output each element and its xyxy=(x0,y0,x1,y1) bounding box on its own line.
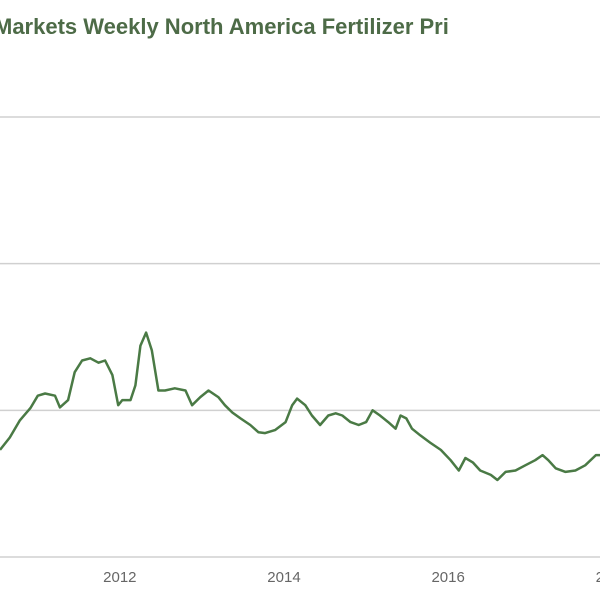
x-tick-label: 2014 xyxy=(267,569,300,586)
x-tick-label: 2016 xyxy=(431,569,464,586)
x-tick-label: 2012 xyxy=(103,569,136,586)
data-line xyxy=(0,331,600,482)
chart-title: Markets Weekly North America Fertilizer … xyxy=(0,14,449,39)
x-tick-label: 2018 xyxy=(596,569,600,586)
